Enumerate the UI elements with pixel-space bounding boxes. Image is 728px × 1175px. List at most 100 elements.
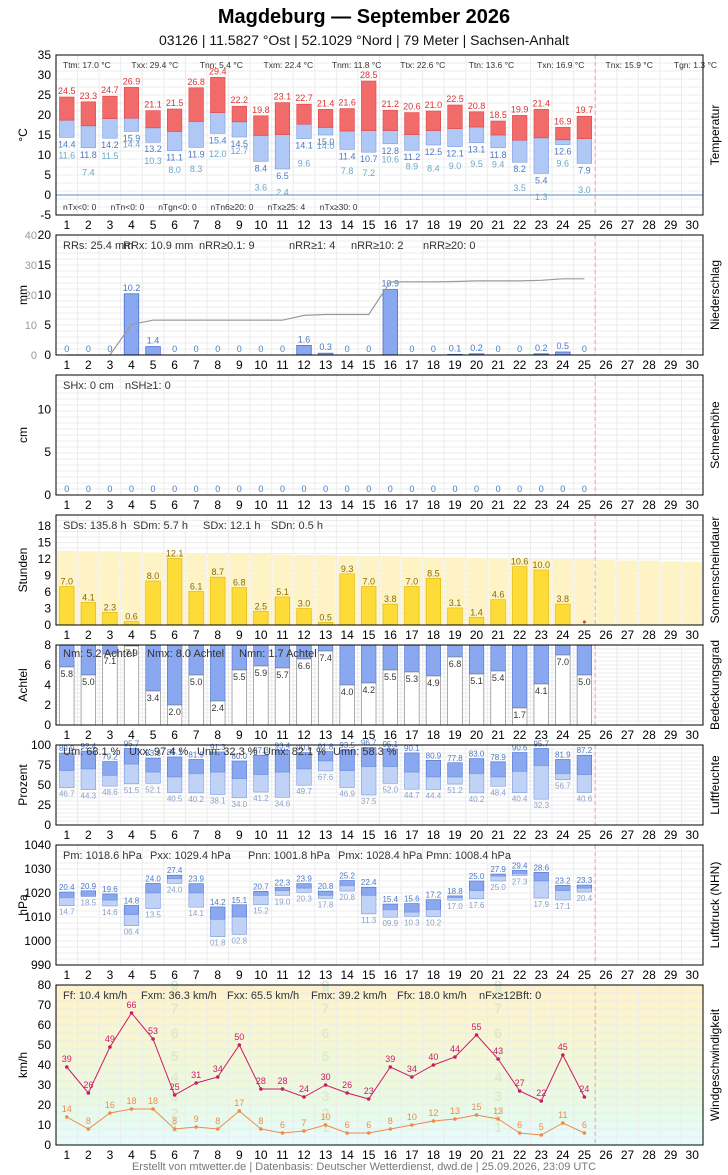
cloud-label: 1.7: [513, 710, 526, 720]
bedeckungsgrad-ylabel: Achtel: [16, 668, 30, 701]
cloud-cover-bar: [512, 644, 528, 709]
niederschlag-ytick-cumulative: 30: [25, 260, 37, 272]
windgeschwindigkeit-ytick: 10: [38, 1118, 52, 1132]
temp-max-bar: [210, 77, 226, 113]
niederschlag-frame: [55, 234, 704, 356]
pressure-max-label: 14.8: [124, 896, 140, 905]
temp-mean-bar: [555, 139, 571, 145]
sun-label: 3.8: [384, 594, 397, 604]
temp-mid-label: 15.0: [317, 137, 335, 147]
bedeckungsgrad-xtick: 3: [107, 728, 114, 742]
niederschlag-stat: RRs: 25.4 mm: [63, 240, 133, 252]
sun-label: 3.1: [449, 598, 462, 608]
sun-label: 7.0: [362, 577, 375, 587]
schneehoehe-xtick: 13: [319, 498, 333, 512]
humid-upper-bar: [167, 756, 183, 778]
wind-beaufort-label: 6: [494, 1025, 502, 1041]
sun-label: 2.3: [104, 602, 117, 612]
pressure-min-label: 10.3: [404, 918, 420, 927]
temp-max-label: 26.9: [123, 76, 141, 86]
temp-mid-label: 11.8: [490, 150, 507, 160]
luftfeuchte-xtick: 20: [470, 828, 484, 842]
temp-min-label: 8.4: [427, 163, 440, 173]
cloud-label: 5.4: [492, 673, 505, 683]
snow-label: 0: [237, 484, 242, 494]
schneehoehe-xtick: 27: [621, 498, 635, 512]
temp-max-label: 18.5: [489, 110, 507, 120]
pressure-min-label: 18.5: [81, 899, 97, 908]
sonnenscheindauer-xtick: 30: [686, 628, 700, 642]
humid-lower-bar: [253, 774, 269, 793]
luftdruck-xtick: 8: [214, 968, 221, 982]
pressure-max-label: 23.9: [296, 875, 312, 884]
temp-max-label: 22.5: [446, 94, 464, 104]
humid-min-label: 46.9: [339, 789, 355, 798]
pressure-max-label: 20.4: [59, 883, 75, 892]
humid-min-label: 32.3: [533, 801, 549, 810]
temp-mid-label: 11.1: [166, 153, 183, 163]
temp-min-label: 12.0: [209, 149, 227, 159]
wind-fm-label: 16: [105, 1100, 115, 1110]
pressure-upper-bar: [80, 890, 96, 896]
cloud-cover-bar: [317, 644, 334, 652]
cloud-label: 4.0: [341, 687, 354, 697]
wind-beaufort-label: 5: [171, 1048, 179, 1064]
luftdruck-stat: Pxx: 1029.4 hPa: [150, 850, 232, 862]
temperatur-xtick: 13: [319, 218, 333, 232]
humid-max-label: 83.0: [469, 750, 485, 759]
sun-label: 4.6: [492, 590, 505, 600]
sonnenscheindauer-xtick: 22: [513, 628, 527, 642]
luftfeuchte-xtick: 6: [171, 828, 178, 842]
cloud-label: 5.0: [82, 677, 95, 687]
temperatur-xtick: 19: [448, 218, 462, 232]
humid-min-label: 67.6: [318, 773, 334, 782]
luftdruck-xtick: 21: [491, 968, 505, 982]
luftdruck-xtick: 9: [236, 968, 243, 982]
luftdruck-xtick: 10: [254, 968, 268, 982]
luftfeuchte-ytick: 0: [44, 818, 51, 832]
humid-max-label: 80.9: [426, 751, 442, 760]
wind-fm-point: [539, 1133, 544, 1137]
temp-max-label: 21.2: [382, 99, 400, 109]
temp-stat-top: Ttn: 13.6 °C: [469, 60, 514, 70]
windgeschwindigkeit-xtick: 12: [297, 1148, 311, 1162]
sun-label: 8.0: [147, 571, 160, 581]
wind-fm-point: [431, 1119, 436, 1123]
sun-bar: [102, 612, 118, 626]
wind-fx-point: [410, 1075, 414, 1079]
bedeckungsgrad-ytick: 2: [44, 698, 51, 712]
wind-fm-point: [259, 1127, 263, 1131]
luftfeuchte-xtick: 17: [405, 828, 419, 842]
temp-max-bar: [425, 110, 441, 131]
temp-mean-bar: [576, 138, 592, 164]
temperatur-xtick: 9: [236, 218, 243, 232]
humid-min-label: 44.4: [426, 791, 442, 800]
luftfeuchte-xtick: 26: [599, 828, 613, 842]
pressure-upper-bar: [145, 883, 161, 894]
luftdruck-xtick: 20: [470, 968, 484, 982]
pressure-lower-bar: [296, 887, 312, 893]
pressure-lower-bar: [123, 914, 140, 926]
temp-max-bar: [317, 109, 334, 128]
temp-stat-top: Ttx: 22.6 °C: [400, 60, 445, 70]
wind-fm-label: 8: [86, 1116, 91, 1126]
temp-mean-bar: [512, 139, 528, 163]
sun-bar: [167, 558, 183, 626]
wind-fm-label: 8: [388, 1116, 393, 1126]
niederschlag-xtick: 18: [427, 358, 441, 372]
pressure-min-label: 01.8: [210, 939, 226, 948]
sun-possible-bar: [617, 560, 638, 625]
schneehoehe-ytick: 5: [44, 445, 51, 459]
humid-lower-bar: [533, 765, 549, 800]
niederschlag-xtick: 17: [405, 358, 419, 372]
temperatur-xtick: 10: [254, 218, 268, 232]
bedeckungsgrad-xtick: 9: [236, 728, 243, 742]
pressure-lower-bar: [188, 892, 204, 908]
temp-min-label: 7.8: [341, 166, 354, 176]
niederschlag-xtick: 9: [236, 358, 243, 372]
wind-fx-label: 34: [213, 1064, 223, 1074]
temperatur-ytick: 10: [38, 148, 52, 162]
temp-min-label: 10.3: [144, 156, 162, 166]
bedeckungsgrad-xtick: 5: [150, 728, 157, 742]
humid-max-label: 90.1: [404, 744, 420, 753]
